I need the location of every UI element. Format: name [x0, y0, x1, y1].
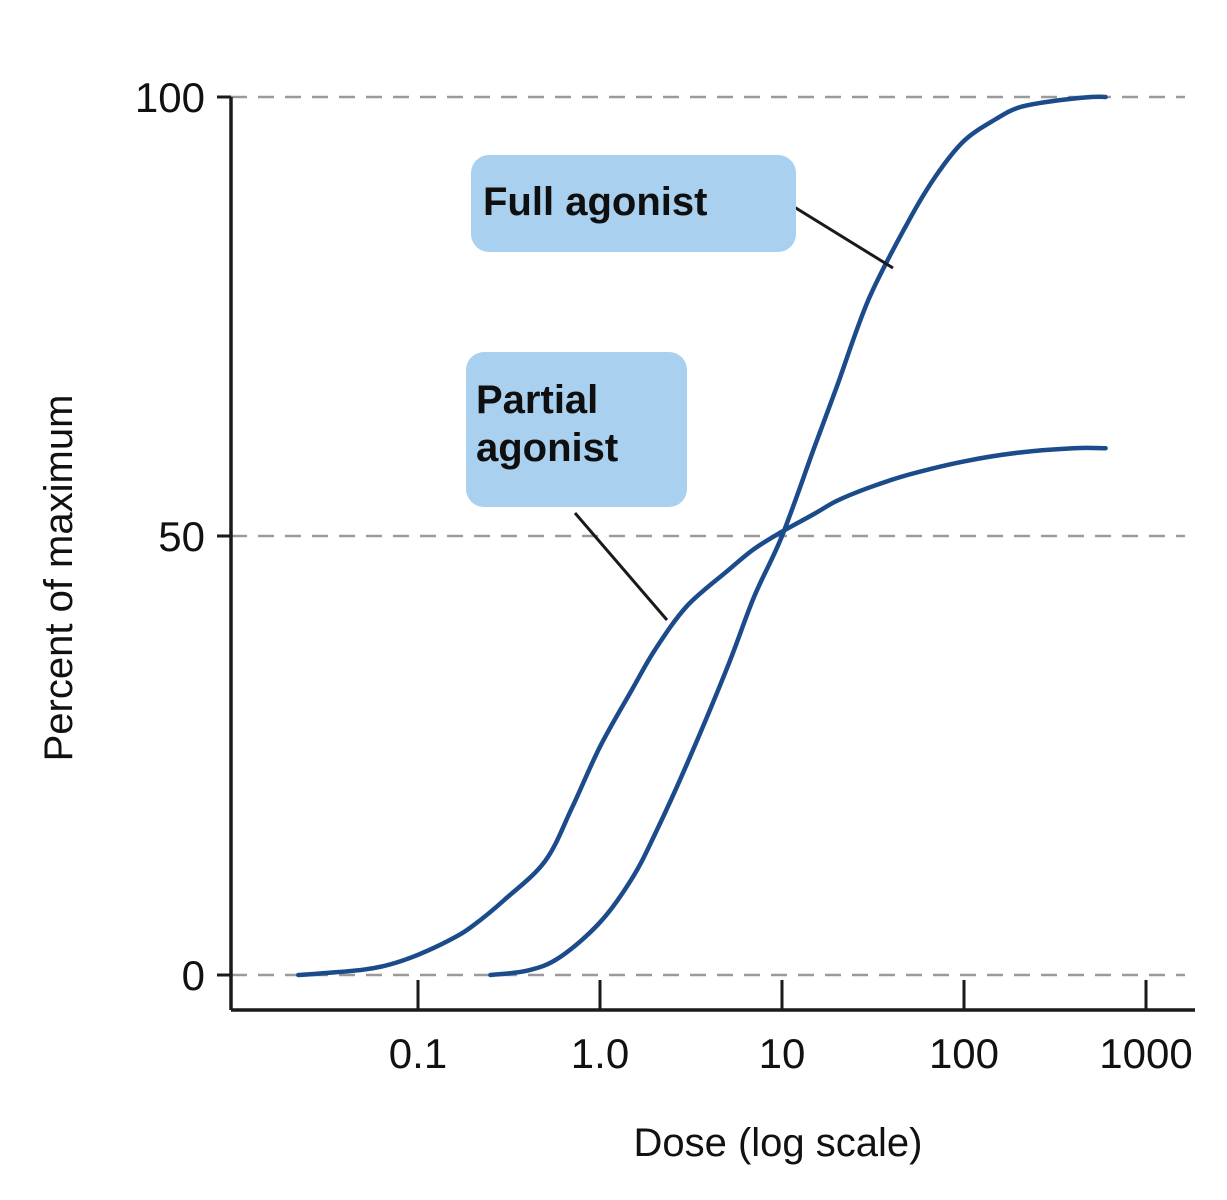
y-axis-title: Percent of maximum — [37, 395, 81, 762]
full-agonist-curve — [488, 94, 1108, 978]
axes — [229, 97, 1195, 1012]
partial-agonist-label: Partial — [476, 378, 598, 422]
y-tick-label: 50 — [158, 513, 205, 560]
x-ticks: 0.1 1.0 10 100 1000 — [389, 980, 1193, 1077]
x-tick-label: 100 — [929, 1030, 999, 1077]
reference-lines — [231, 95, 1185, 977]
partial-agonist-pointer — [573, 512, 669, 621]
full-agonist-label: Full agonist — [483, 180, 707, 224]
x-tick-label: 1000 — [1099, 1030, 1192, 1077]
partial-agonist-label-box — [466, 352, 687, 507]
partial-agonist-label: agonist — [476, 426, 618, 470]
x-tick-label: 0.1 — [389, 1030, 447, 1077]
y-tick-label: 100 — [135, 74, 205, 121]
x-tick-label: 10 — [759, 1030, 806, 1077]
full-agonist-label-box — [471, 155, 796, 252]
full-agonist-pointer — [790, 203, 894, 270]
curves — [296, 94, 1108, 978]
y-ticks: 0 50 100 — [135, 74, 231, 999]
x-tick-label: 1.0 — [571, 1030, 629, 1077]
label-pointers — [573, 203, 894, 621]
x-axis-title: Dose (log scale) — [633, 1121, 922, 1165]
y-tick-label: 0 — [182, 952, 205, 999]
partial-agonist-curve — [296, 445, 1108, 978]
